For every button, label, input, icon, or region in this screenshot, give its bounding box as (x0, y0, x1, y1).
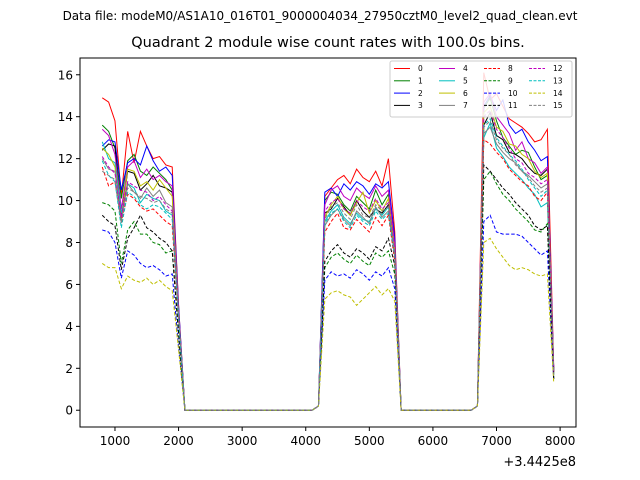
legend-label: 4 (463, 64, 468, 73)
legend-label: 5 (463, 77, 468, 86)
series-line-8 (101, 138, 555, 411)
legend-label: 10 (508, 89, 518, 98)
y-tick-label: 16 (58, 68, 73, 82)
x-tick-label: 7000 (481, 434, 512, 448)
y-tick-label: 0 (65, 404, 73, 418)
y-tick-label: 6 (65, 278, 73, 292)
series-line-15 (101, 119, 555, 411)
y-tick-label: 4 (65, 320, 73, 334)
x-tick-label: 2000 (163, 434, 194, 448)
series-line-4 (101, 92, 555, 411)
figure-suptitle: Data file: modeM0/AS1A10_016T01_90000040… (62, 9, 578, 23)
legend-label: 0 (418, 64, 423, 73)
x-tick-label: 4000 (290, 434, 321, 448)
legend-label: 12 (553, 64, 563, 73)
y-tick-label: 10 (58, 194, 73, 208)
series-line-11 (101, 163, 555, 411)
series-line-7 (101, 126, 555, 411)
legend-label: 3 (418, 101, 423, 110)
series-lines (101, 72, 555, 411)
series-line-12 (101, 109, 555, 411)
x-tick-label: 1000 (100, 434, 131, 448)
legend-label: 1 (418, 77, 423, 86)
x-tick-label: 3000 (227, 434, 258, 448)
y-tick-label: 12 (58, 152, 73, 166)
axis-ticks: 1000 2000 3000 4000 5000 6000 7000 8000 0 2 4 6 8 10 1… (58, 68, 576, 448)
y-tick-label: 8 (65, 236, 73, 250)
legend-label: 8 (508, 64, 513, 73)
legend-label: 14 (553, 89, 563, 98)
x-offset-label: +3.4425e8 (503, 455, 576, 470)
x-tick-label: 8000 (545, 434, 576, 448)
legend-label: 2 (418, 89, 423, 98)
x-tick-label: 5000 (354, 434, 385, 448)
legend-label: 11 (508, 101, 518, 110)
series-line-10 (102, 214, 555, 411)
legend-label: 9 (508, 77, 513, 86)
legend-label: 13 (553, 77, 563, 86)
y-tick-label: 14 (58, 110, 73, 124)
legend-frame (389, 60, 573, 118)
chart-title: Quadrant 2 module wise count rates with … (131, 35, 525, 51)
y-tick-label: 2 (65, 362, 73, 376)
legend-label: 15 (553, 101, 563, 110)
x-tick-label: 6000 (418, 434, 449, 448)
legend-label: 6 (463, 89, 468, 98)
legend-label: 7 (463, 101, 468, 110)
series-line-6 (101, 105, 555, 411)
series-line-14 (101, 237, 555, 411)
